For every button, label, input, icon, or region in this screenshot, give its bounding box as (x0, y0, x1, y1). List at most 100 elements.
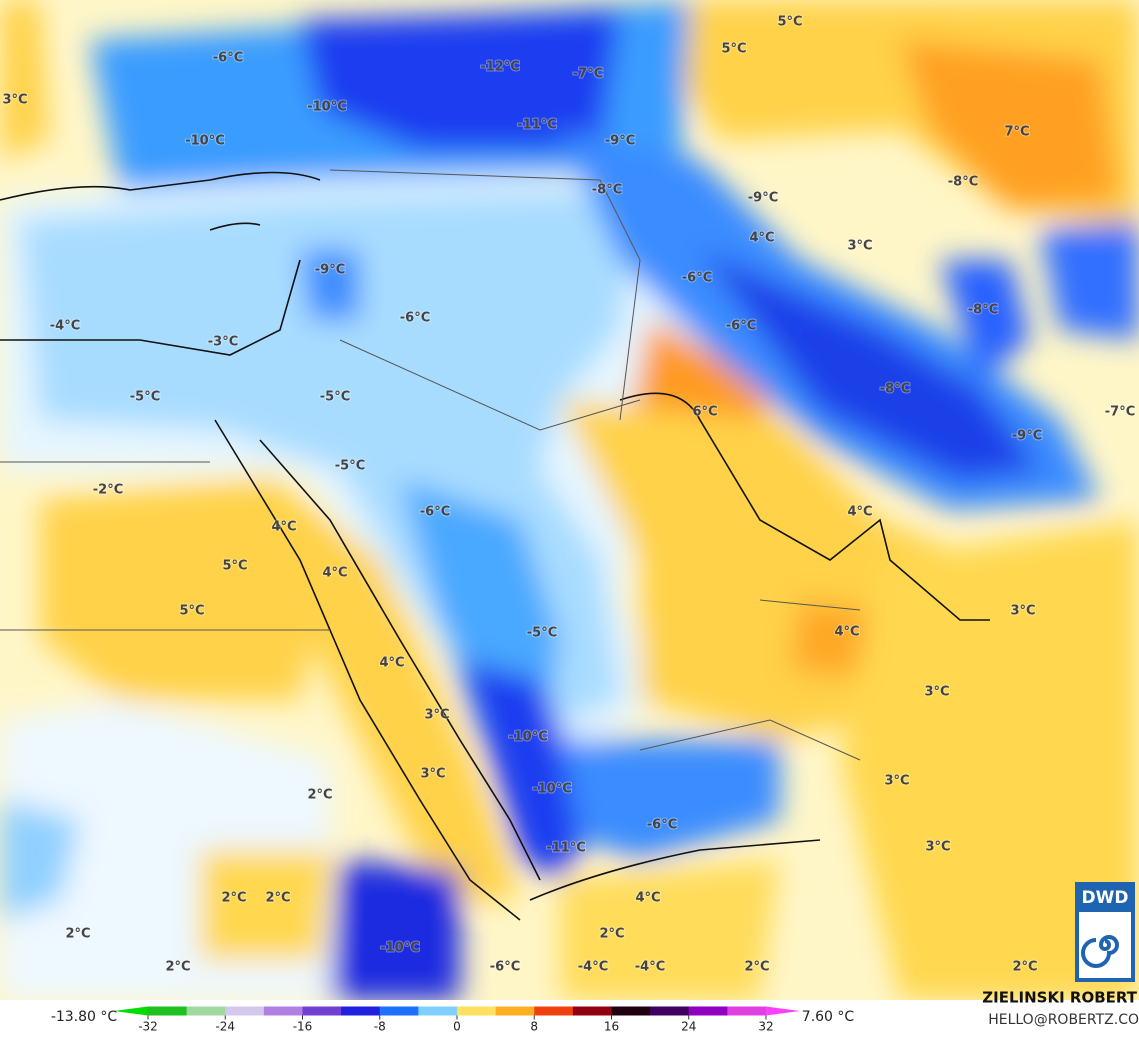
temperature-label: 2°C (65, 927, 90, 942)
temperature-label: 2°C (265, 891, 290, 906)
temperature-label: 4°C (379, 656, 404, 671)
temperature-label: 3°C (884, 774, 909, 789)
temperature-label: -9°C (605, 134, 635, 149)
temperature-label: 7°C (1004, 125, 1029, 140)
temperature-label: 3°C (847, 239, 872, 254)
temperature-label: -6°C (400, 311, 430, 326)
temperature-label: -10°C (508, 730, 548, 745)
temperature-label: 4°C (834, 625, 859, 640)
temperature-label: -5°C (335, 459, 365, 474)
logo-swirl (1081, 935, 1119, 968)
temperature-label: -4°C (578, 960, 608, 975)
temperature-label: 4°C (635, 891, 660, 906)
temperature-label: 3°C (925, 840, 950, 855)
colorbar-segment (495, 1006, 535, 1016)
coastlines (0, 171, 990, 921)
temperature-label: -7°C (573, 67, 603, 82)
colorbar-tick-label: -16 (293, 1020, 313, 1034)
colorbar-tick-label: 8 (530, 1020, 538, 1034)
temperature-label: -8°C (592, 183, 622, 198)
temperature-label: 5°C (179, 604, 204, 619)
temperature-label: 3°C (420, 767, 445, 782)
temperature-label: -6°C (726, 319, 756, 334)
legend-strip (0, 1000, 1139, 1035)
temperature-label: 4°C (271, 520, 296, 535)
temperature-label: 4°C (847, 505, 872, 520)
colorbar-max-label: 7.60 °C (802, 1009, 855, 1025)
temperature-label: 5°C (222, 559, 247, 574)
colorbar-segment (650, 1006, 690, 1016)
temperature-label: -10°C (185, 134, 225, 149)
temperature-label: -12°C (480, 60, 520, 75)
colorbar-segment (457, 1006, 497, 1016)
temperature-label: -5°C (320, 390, 350, 405)
temperature-label: 4°C (749, 231, 774, 246)
temperature-label: 2°C (1012, 960, 1037, 975)
colorbar-segment (418, 1006, 458, 1016)
colorbar-segment (688, 1006, 728, 1016)
temperature-labels: -6°C -12°C -7°C 5°C 5°C 3°C -10°C -11°C 7°C -10°C… (1, 14, 1136, 976)
temperature-label: -8°C (968, 303, 998, 318)
borders (0, 169, 861, 761)
temperature-label: -5°C (130, 390, 160, 405)
colorbar-segment (225, 1006, 265, 1016)
temperature-label: -6°C (490, 960, 520, 975)
temperature-label: 5°C (777, 15, 802, 30)
temperature-label: -4°C (50, 319, 80, 334)
colorbar-segment (341, 1006, 381, 1016)
colorbar-segment (534, 1006, 574, 1016)
temperature-label: 4°C (322, 566, 347, 581)
colorbar: -32 -24 -16 -8 0 8 16 24 32 (114, 1006, 800, 1034)
temperature-label: -5°C (527, 626, 557, 641)
credit-contact: HELLO@ROBERTZ.CO (988, 1012, 1139, 1028)
temperature-label: -10°C (307, 100, 347, 115)
colorbar-tick-label: 32 (758, 1020, 773, 1034)
temperature-label: -6°C (682, 271, 712, 286)
temperature-label: 6°C (692, 405, 717, 420)
colorbar-tick-label: 0 (453, 1020, 461, 1034)
colorbar-segment (727, 1006, 767, 1016)
temperature-label: -9°C (315, 263, 345, 278)
logo: DWD (1075, 882, 1135, 982)
temperature-label: -11°C (517, 118, 557, 133)
temperature-label: -6°C (213, 51, 243, 66)
colorbar-tick-label: -24 (215, 1020, 235, 1034)
temperature-label: -10°C (532, 782, 572, 797)
temperature-label: 2°C (165, 960, 190, 975)
temperature-label: 2°C (221, 891, 246, 906)
temperature-label: -9°C (1012, 429, 1042, 444)
colorbar-segment (186, 1006, 226, 1016)
colorbar-segment (148, 1006, 188, 1016)
temperature-label: -6°C (647, 818, 677, 833)
temperature-label: -10°C (380, 941, 420, 956)
logo-text: DWD (1082, 888, 1129, 908)
colorbar-tick-label: 24 (681, 1020, 696, 1034)
colorbar-tick-label: -32 (138, 1020, 158, 1034)
temperature-label: -3°C (208, 335, 238, 350)
temperature-label: -8°C (948, 175, 978, 190)
temperature-label: -4°C (635, 960, 665, 975)
temperature-label: -2°C (93, 483, 123, 498)
temperature-label: -6°C (420, 505, 450, 520)
temperature-label: 2°C (307, 788, 332, 803)
colorbar-tick-label: 16 (604, 1020, 619, 1034)
credit-name: ZIELINSKI ROBERT (982, 989, 1137, 1007)
colorbar-segment (263, 1006, 303, 1016)
colorbar-high-cap (766, 1006, 800, 1016)
temperature-label: -9°C (748, 191, 778, 206)
colorbar-segment (379, 1006, 419, 1016)
colorbar-tick-label: -8 (374, 1020, 386, 1034)
colorbar-low-cap (114, 1006, 148, 1016)
colorbar-min-label: -13.80 °C (51, 1009, 118, 1025)
colorbar-segment (572, 1006, 612, 1016)
colorbar-segment (611, 1006, 651, 1016)
temperature-label: 3°C (424, 708, 449, 723)
temperature-label: 5°C (721, 42, 746, 57)
temperature-label: 2°C (599, 927, 624, 942)
temperature-label: 3°C (1010, 604, 1035, 619)
temperature-label: 3°C (2, 93, 27, 108)
temperature-label: 2°C (744, 960, 769, 975)
colorbar-segment (302, 1006, 342, 1016)
